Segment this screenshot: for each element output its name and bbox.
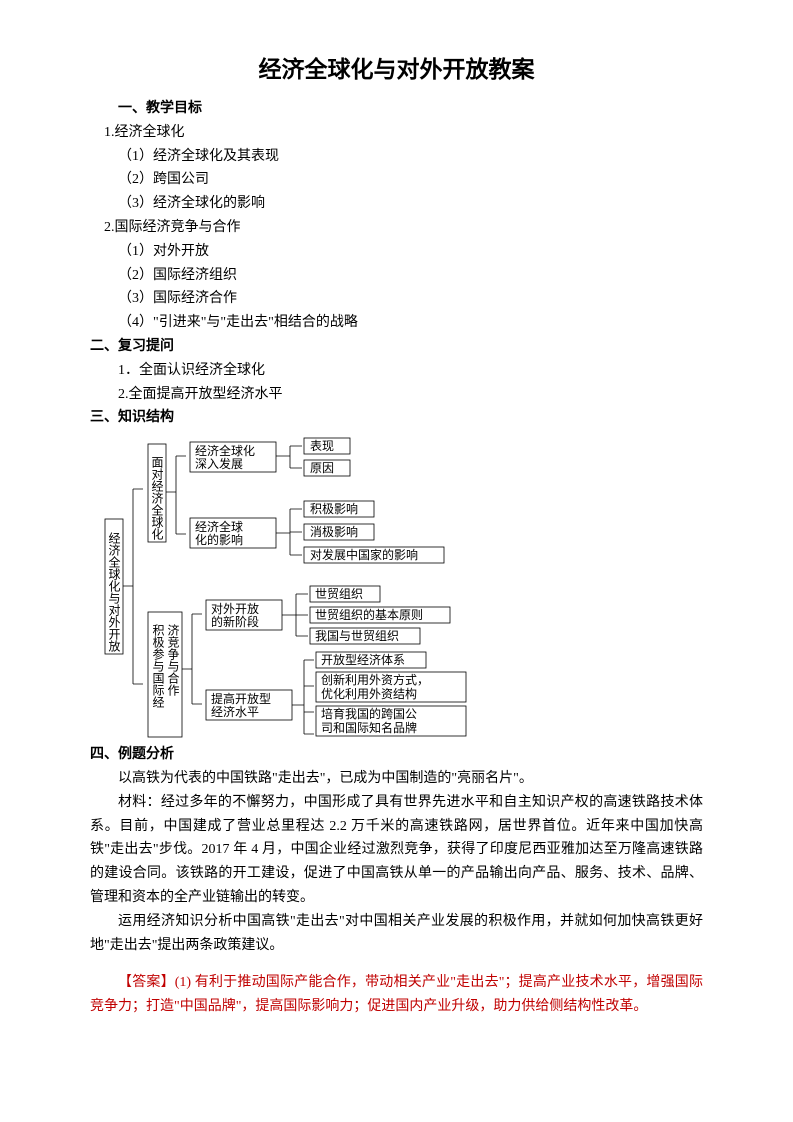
review-q2: 2.全面提高开放型经济水平 [90,383,703,407]
goal-1-2: （2）跨国公司 [90,168,703,192]
example-intro: 以高铁为代表的中国铁路"走出去"，已成为中国制造的"亮丽名片"。 [90,767,703,791]
d-n1b2: 消极影响 [310,524,358,539]
example-material: 材料：经过多年的不懈努力，中国形成了具有世界先进水平和自主知识产权的高速铁路技术… [90,791,703,910]
goal-1: 1.经济全球化 [90,121,703,145]
section-4-heading: 四、例题分析 [90,743,703,767]
d-n2b-l1: 提高开放型 [211,691,271,706]
d-n1a1: 表现 [310,439,334,453]
page-title: 经济全球化与对外开放教案 [90,50,703,89]
d-n1b-l2: 化的影响 [195,532,243,547]
d-n2a-l2: 的新阶段 [211,614,259,629]
d-n1a-l2: 深入发展 [195,456,243,471]
d-n2a2: 世贸组织的基本原则 [315,607,423,622]
d-n1b-l1: 经济全球 [195,519,243,534]
d-n2b3-l2: 司和国际知名品牌 [321,720,417,735]
section-1-heading: 一、教学目标 [90,97,703,121]
d-n2b-l2: 经济水平 [211,704,259,719]
d-n2a3: 我国与世贸组织 [315,629,399,643]
d-n2a-l1: 对外开放 [211,601,259,616]
d-root: 经济全球化与对外开放 [107,532,121,652]
d-n2a1: 世贸组织 [315,587,363,601]
d-n1b3: 对发展中国家的影响 [310,547,418,562]
goal-2-1: （1）对外开放 [90,240,703,264]
d-n2-l1: 积极参与国际经 [151,624,165,708]
review-q1: 1．全面认识经济全球化 [90,359,703,383]
goal-2: 2.国际经济竞争与合作 [90,216,703,240]
goal-1-3: （3）经济全球化的影响 [90,192,703,216]
knowledge-structure-diagram: 经济全球化与对外开放 面对经济全球化 经济全球化 深入发展 表现 原因 经济全球… [100,434,703,739]
section-2-heading: 二、复习提问 [90,335,703,359]
goal-2-2: （2）国际经济组织 [90,264,703,288]
d-n1a2: 原因 [310,461,334,475]
d-n1b1: 积极影响 [310,501,358,516]
goal-2-4: （4）"引进来"与"走出去"相结合的战略 [90,311,703,335]
goal-2-3: （3）国际经济合作 [90,287,703,311]
d-n1: 面对经济全球化 [150,456,164,541]
d-n2-l2: 济竞争与合作 [166,623,180,696]
d-n2b2-l1: 创新利用外资方式， [321,672,429,687]
section-3-heading: 三、知识结构 [90,406,703,430]
d-n2b1: 开放型经济体系 [321,652,405,667]
example-answer: 【答案】(1) 有利于推动国际产能合作，带动相关产业"走出去"；提高产业技术水平… [90,971,703,1019]
goal-1-1: （1）经济全球化及其表现 [90,145,703,169]
d-n2b3-l1: 培育我国的跨国公 [321,706,417,721]
d-n1a-l1: 经济全球化 [195,443,255,458]
d-n2b2-l2: 优化利用外资结构 [321,686,417,701]
example-question: 运用经济知识分析中国高铁"走出去"对中国相关产业发展的积极作用，并就如何加快高铁… [90,910,703,958]
